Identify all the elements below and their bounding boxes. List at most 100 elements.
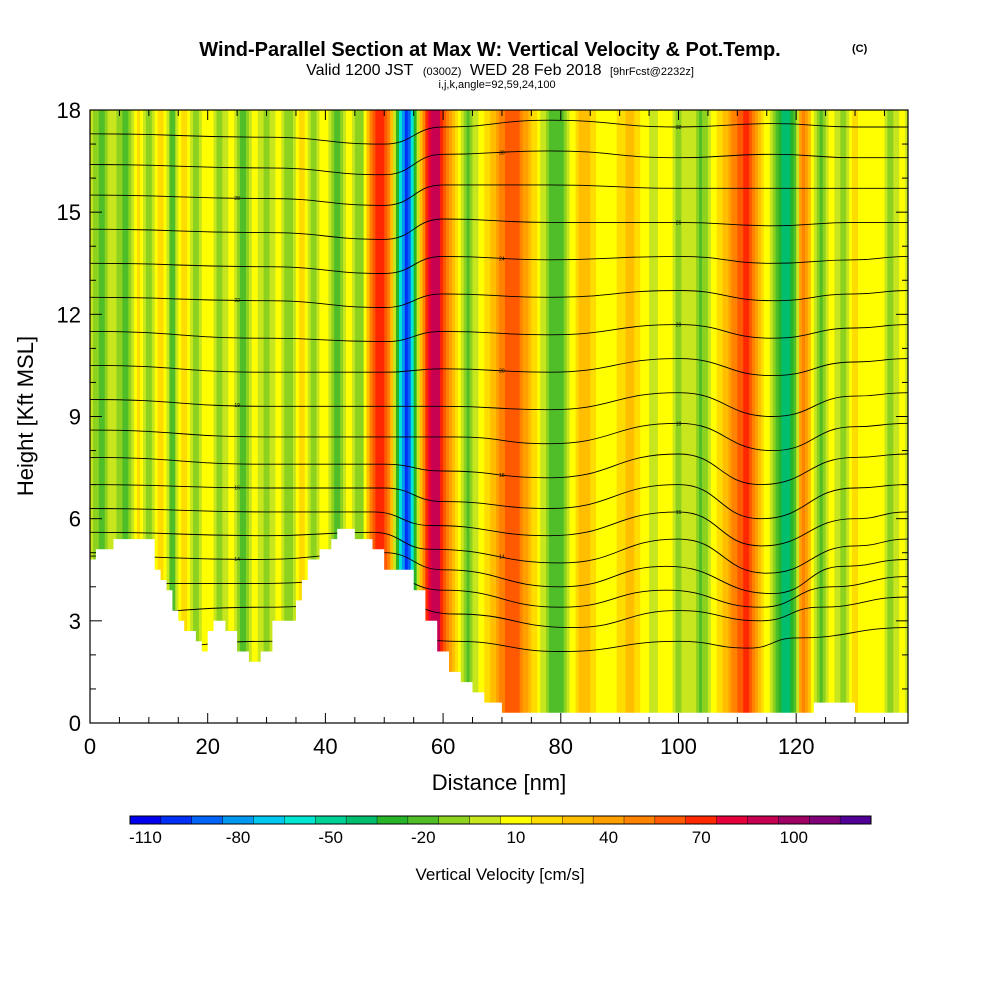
velocity-band (793, 110, 797, 723)
isentrope-label: 14 (234, 557, 240, 563)
velocity-band (525, 110, 530, 723)
velocity-band (216, 110, 221, 723)
velocity-band (716, 110, 721, 723)
velocity-band (319, 110, 324, 723)
velocity-band (210, 110, 215, 723)
velocity-band (187, 110, 191, 723)
colorbar-swatch (562, 815, 594, 825)
velocity-band (510, 110, 515, 723)
velocity-band (699, 110, 703, 723)
velocity-band (752, 110, 756, 723)
isentrope-label: 20 (499, 369, 505, 375)
velocity-band (151, 110, 156, 723)
velocity-band (493, 110, 497, 723)
chart-subtitle: Valid 1200 JST (0300Z) WED 28 Feb 2018 [… (306, 62, 694, 79)
velocity-band (134, 110, 138, 723)
velocity-band (737, 110, 741, 723)
velocity-band (331, 110, 335, 723)
y-tick-labels: 0 3 6 9 12 15 18 (57, 98, 81, 736)
utc-time: (0300Z) (423, 66, 462, 78)
velocity-band (284, 110, 288, 723)
velocity-band (366, 110, 371, 723)
velocity-band (601, 110, 606, 723)
velocity-band (654, 110, 659, 723)
velocity-band (560, 110, 565, 723)
velocity-band (434, 110, 438, 723)
colorbar-swatch (253, 815, 285, 825)
y-tick-label: 12 (57, 302, 81, 327)
velocity-band (746, 110, 750, 723)
velocity-band (522, 110, 527, 723)
velocity-band (166, 110, 171, 723)
colorbar-tick-label: 70 (692, 828, 711, 847)
isentrope-line (90, 290, 908, 308)
colorbar-tick-label: 10 (506, 828, 525, 847)
colorbar-swatch (469, 815, 502, 825)
velocity-band (184, 110, 188, 723)
title-mark: (C) (852, 43, 868, 55)
velocity-band (237, 110, 241, 723)
velocity-band (410, 110, 415, 723)
x-tick-label: 40 (313, 734, 337, 759)
velocity-band (431, 110, 435, 723)
x-tick-label: 60 (431, 734, 455, 759)
velocity-band (860, 110, 865, 723)
valid-date: WED 28 Feb 2018 (470, 62, 602, 79)
velocity-band (643, 110, 647, 723)
velocity-band (837, 110, 841, 723)
colorbar-swatch (778, 815, 810, 825)
x-tick-label: 80 (549, 734, 573, 759)
velocity-band (278, 110, 282, 723)
velocity-band (140, 110, 144, 723)
velocity-band (890, 110, 894, 723)
velocity-band (663, 110, 668, 723)
velocity-band (849, 110, 853, 723)
velocity-band (384, 110, 388, 723)
velocity-band (584, 110, 588, 723)
velocity-band (757, 110, 762, 723)
colorbar-swatch (160, 815, 193, 825)
y-tick-label: 9 (69, 405, 81, 430)
velocity-band (625, 110, 630, 723)
velocity-band (101, 110, 106, 723)
velocity-band (537, 110, 541, 723)
isentrope-label: 20 (676, 323, 682, 329)
colorbar-swatch (747, 815, 779, 825)
velocity-band (240, 110, 244, 723)
velocity-band (593, 110, 597, 723)
velocity-band (796, 110, 800, 723)
velocity-band (563, 110, 568, 723)
velocity-band (190, 110, 194, 723)
velocity-band (275, 110, 279, 723)
velocity-band (696, 110, 700, 723)
velocity-band (869, 110, 874, 723)
velocity-band (304, 110, 309, 723)
velocity-band (269, 110, 274, 723)
velocity-band (107, 110, 112, 723)
velocity-band (813, 110, 818, 723)
y-tick-label: 15 (57, 200, 81, 225)
colorbar-swatch (809, 815, 841, 825)
isentrope-line (90, 531, 908, 574)
velocity-band (802, 110, 806, 723)
velocity-band (334, 110, 338, 723)
velocity-band (572, 110, 577, 723)
velocity-band (516, 110, 521, 723)
velocity-band (628, 110, 633, 723)
vertical-velocity-field (90, 110, 908, 723)
colorbar-swatch (222, 815, 255, 825)
velocity-band (390, 110, 394, 723)
velocity-band (295, 110, 300, 723)
velocity-band (596, 110, 600, 723)
isentrope-line (90, 184, 908, 206)
velocity-band (195, 110, 200, 723)
velocity-band (225, 110, 229, 723)
velocity-band (357, 110, 362, 723)
velocity-band (375, 110, 379, 723)
velocity-band (599, 110, 603, 723)
velocity-band (734, 110, 738, 723)
colorbar-tick-labels: -110 -80 -50 -20 10 40 70 100 (129, 828, 808, 847)
colorbar-tick-label: 40 (599, 828, 618, 847)
forecast-info: [9hrFcst@2232z] (610, 66, 694, 78)
y-tick-label: 3 (69, 609, 81, 634)
